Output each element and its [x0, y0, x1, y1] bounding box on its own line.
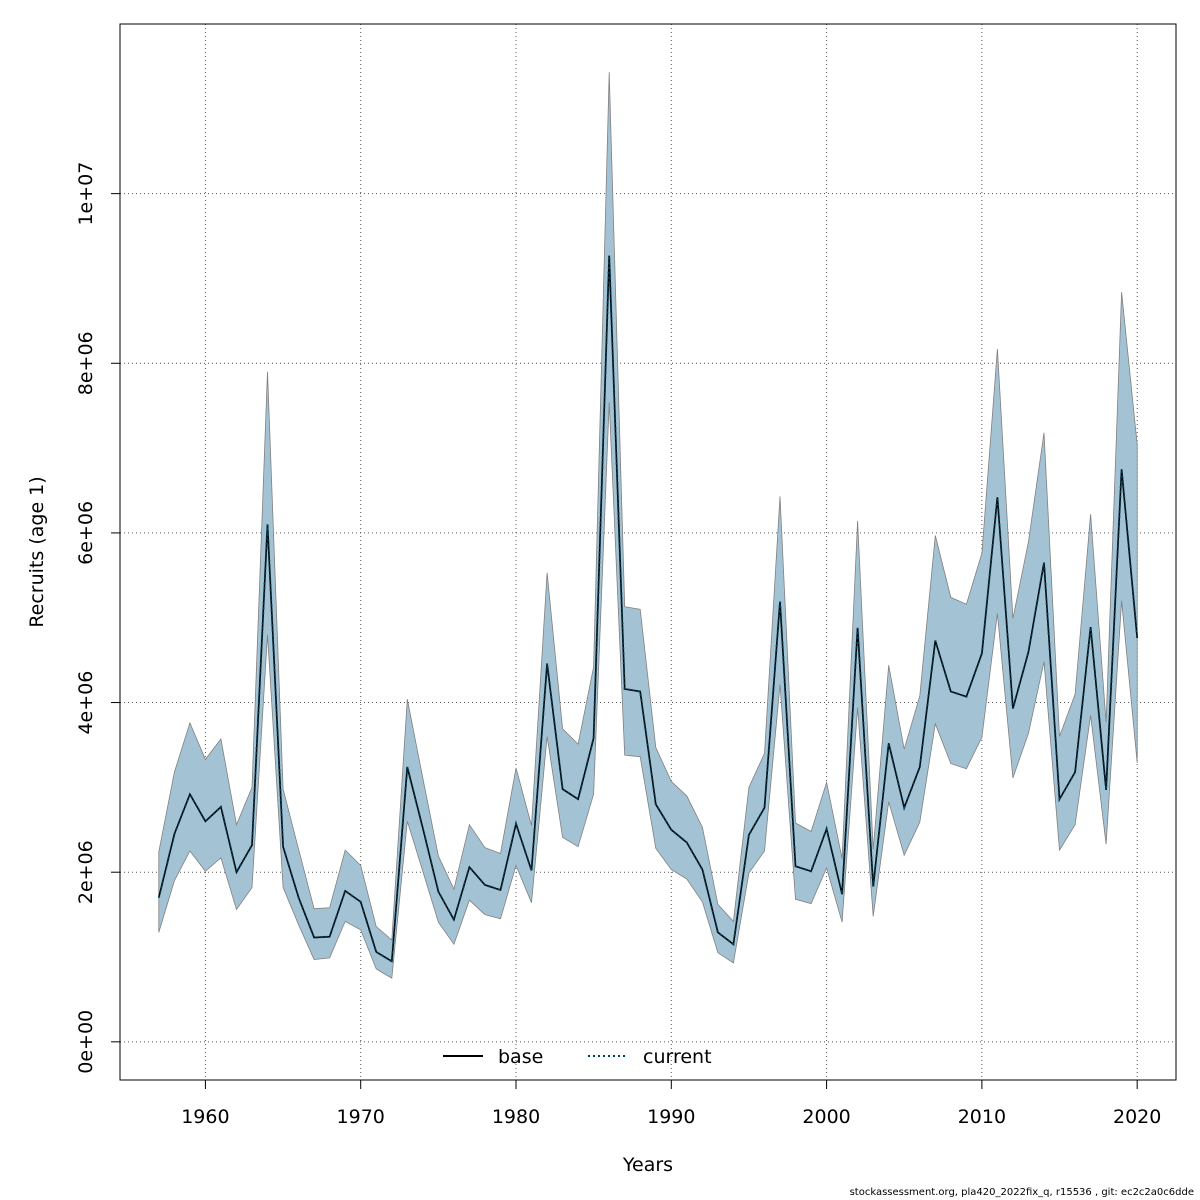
band-area [158, 72, 1138, 979]
x-tick-label-1990: 1990 [647, 1106, 695, 1128]
x-axis-title: Years [622, 1154, 673, 1176]
y-tick-label-1: 2e+06 [75, 840, 97, 904]
x-tick-label-1970: 1970 [337, 1106, 385, 1128]
legend-label-base: base [498, 1046, 543, 1068]
y-tick-label-2: 4e+06 [75, 671, 97, 735]
confidence-band [158, 72, 1138, 979]
x-tick-label-1960: 1960 [181, 1106, 229, 1128]
y-tick-label-3: 6e+06 [75, 501, 97, 565]
x-tick-label-1980: 1980 [492, 1106, 540, 1128]
x-tick-label-2000: 2000 [802, 1106, 850, 1128]
y-axis-title: Recruits (age 1) [26, 476, 48, 627]
x-tick-label-2020: 2020 [1113, 1106, 1161, 1128]
x-axis: 1960 1970 1980 1990 2000 2010 2020 [181, 1079, 1161, 1128]
y-tick-label-0: 0e+00 [75, 1010, 97, 1074]
y-axis: 0e+00 2e+06 4e+06 6e+06 8e+06 1e+07 [75, 162, 121, 1074]
series-lines [157, 255, 1139, 963]
legend: base current [443, 1046, 712, 1068]
footer-credit: stockassessment.org, pla420_2022fix_q, r… [849, 1187, 1194, 1198]
x-tick-label-2010: 2010 [958, 1106, 1006, 1128]
series-line-current [157, 255, 1139, 963]
y-tick-label-4: 8e+06 [75, 331, 97, 395]
y-tick-label-5: 1e+07 [75, 162, 97, 226]
legend-label-current: current [643, 1046, 712, 1068]
